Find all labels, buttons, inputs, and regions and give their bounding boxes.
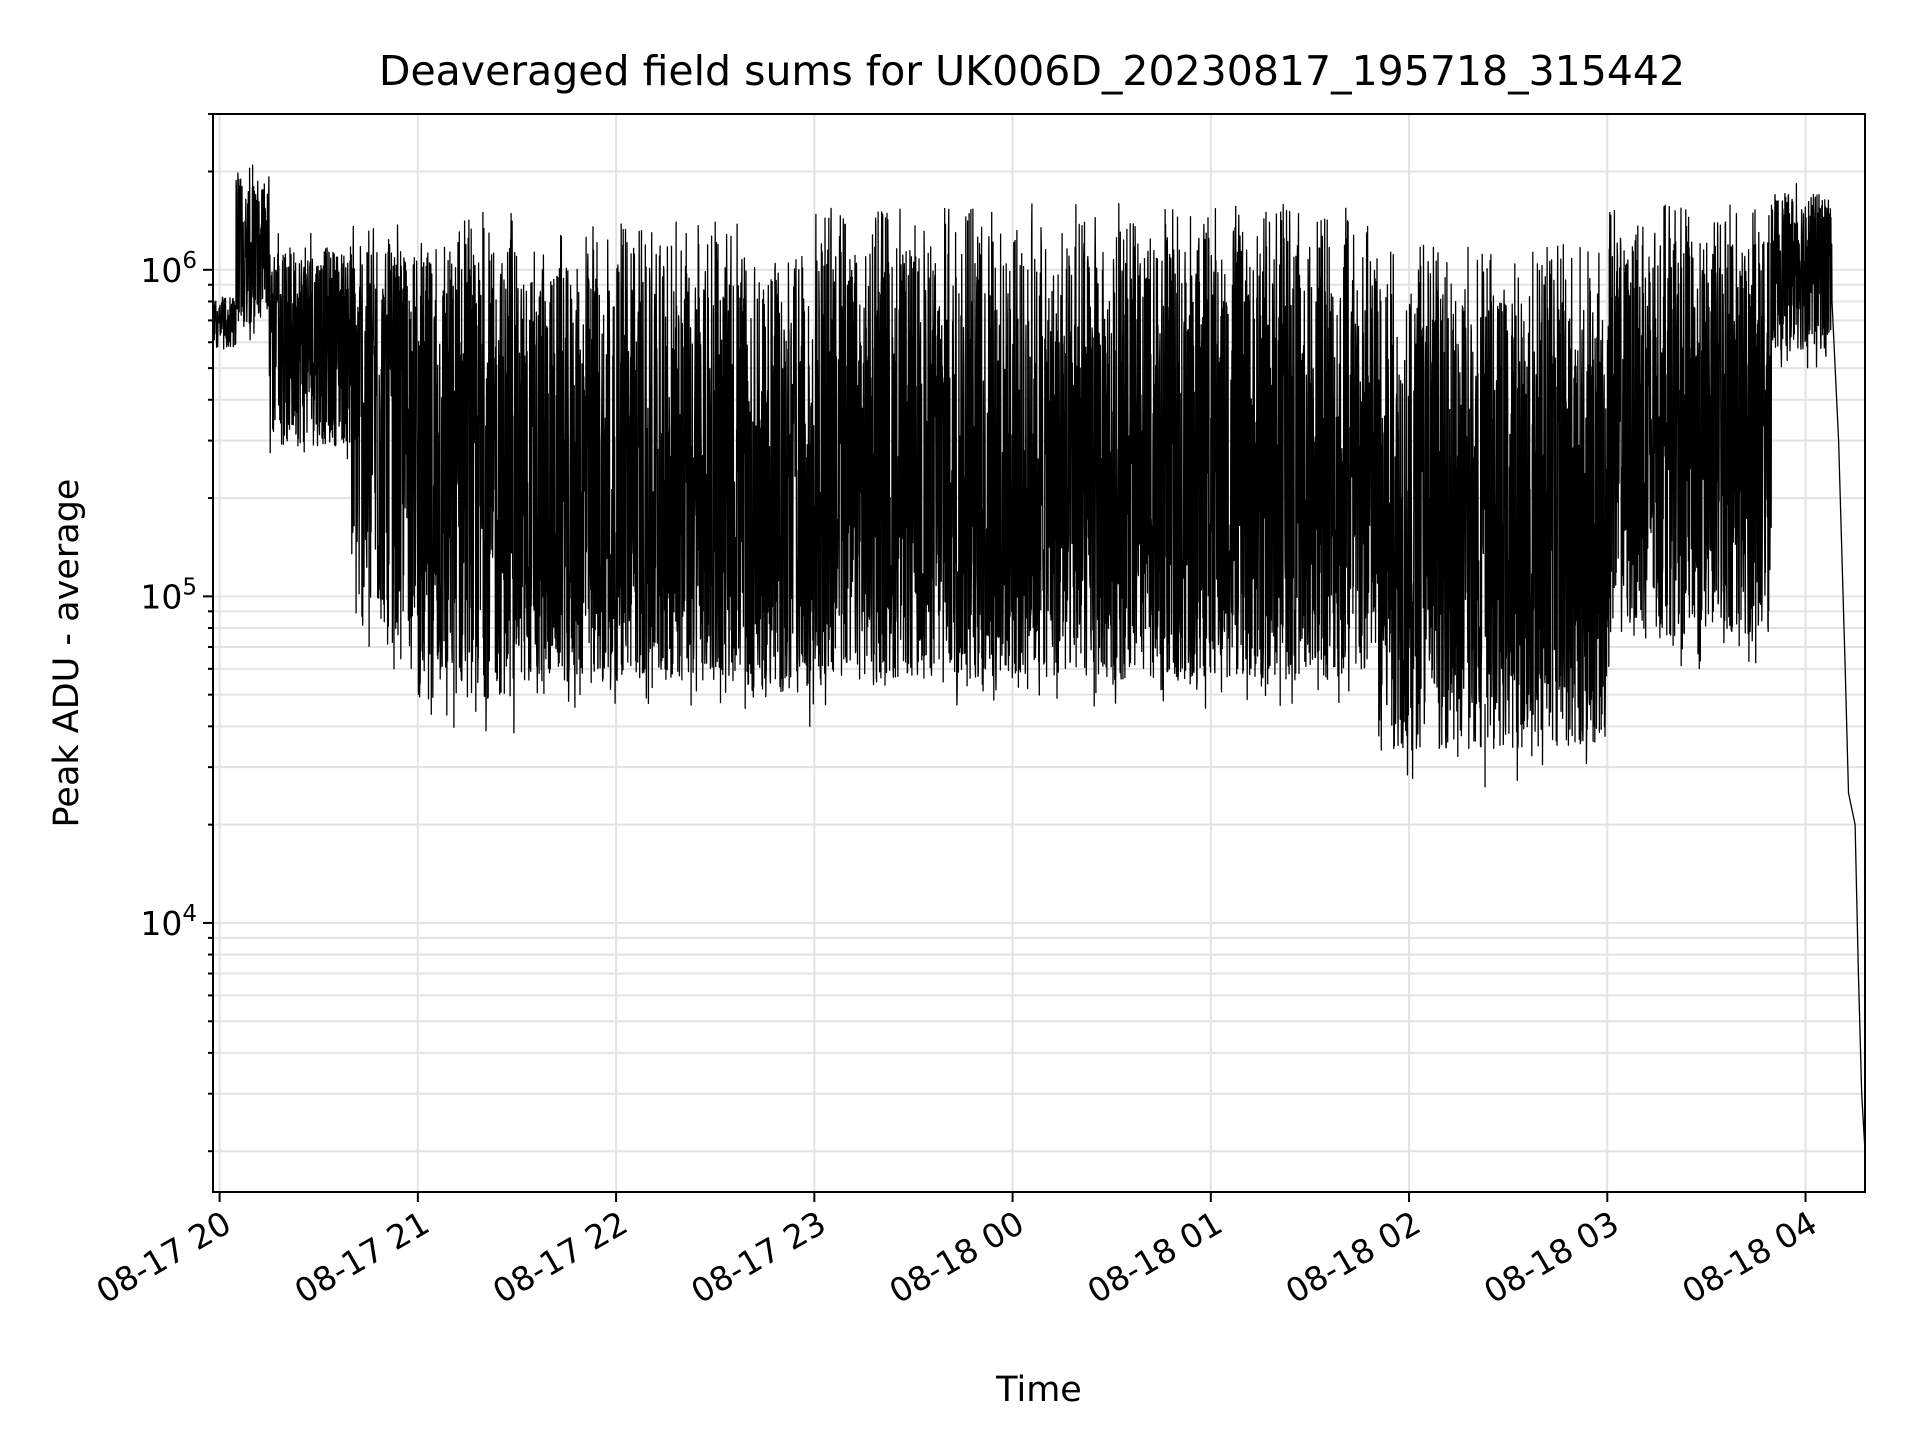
y-tick-label: 106 xyxy=(140,248,197,290)
y-axis: 104 105 106 xyxy=(140,113,213,1153)
chart-title: Deaveraged field sums for UK006D_2023081… xyxy=(379,47,1685,95)
data-series xyxy=(212,164,1866,1152)
x-axis-label: Time xyxy=(995,1370,1082,1410)
y-tick-label: 104 xyxy=(140,901,197,943)
y-tick-label: 105 xyxy=(140,574,197,616)
y-axis-label: Peak ADU - average xyxy=(47,479,87,828)
plot-area-frame xyxy=(212,113,1866,1193)
series-line xyxy=(212,167,1866,1152)
